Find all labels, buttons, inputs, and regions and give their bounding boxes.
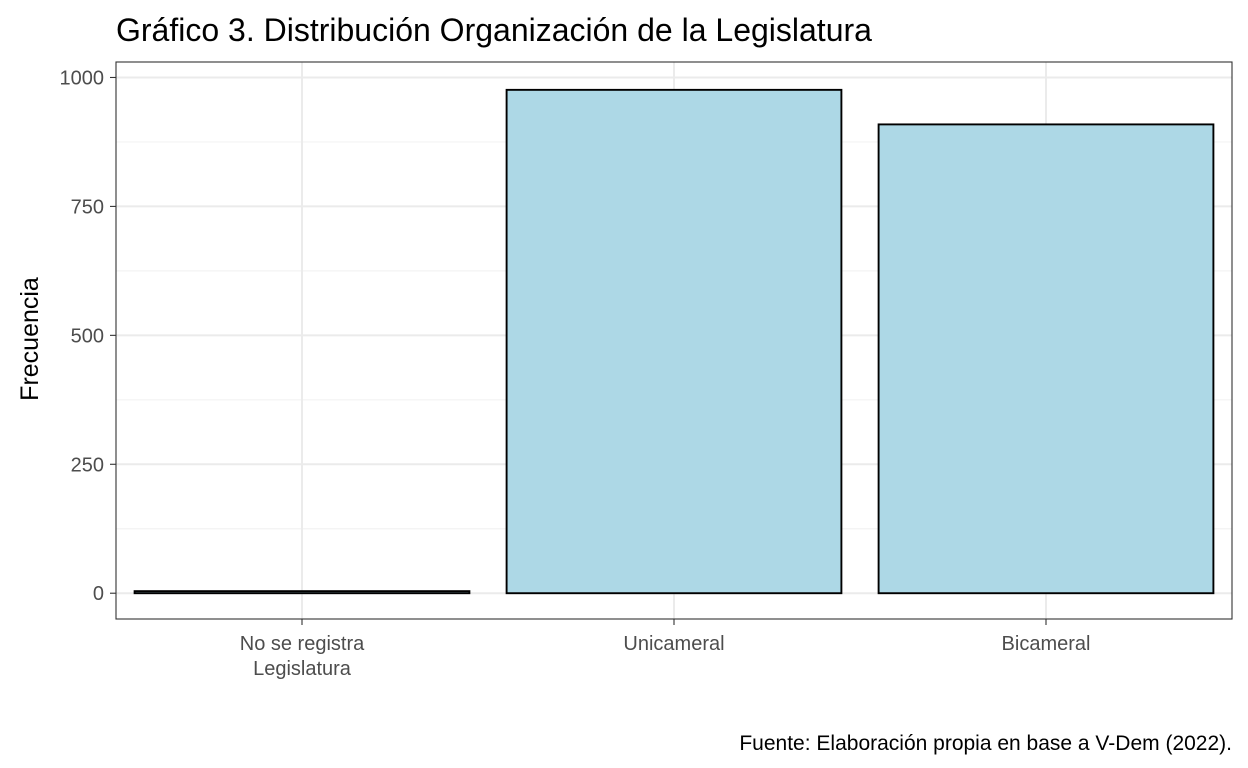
x-axis: No se registra Legislatura Unicameral Bicam… xyxy=(240,619,1091,680)
y-axis-title: Frecuencia xyxy=(16,277,44,401)
x-tick-label: No se registra Legislatura xyxy=(240,633,365,680)
bars xyxy=(133,88,1215,595)
y-tick-label: 0 xyxy=(93,583,104,605)
chart-title: Gráfico 3. Distribución Organización de … xyxy=(116,12,872,48)
bar xyxy=(133,590,471,595)
x-tick-label-line: Bicameral xyxy=(1002,633,1091,655)
x-tick-label: Bicameral xyxy=(1002,633,1091,655)
y-tick-label: 500 xyxy=(71,325,104,347)
y-axis: 0 250 500 750 1000 xyxy=(60,67,116,605)
x-tick-label: Unicameral xyxy=(623,633,724,655)
x-tick-label-line: Legislatura xyxy=(253,658,352,680)
bar xyxy=(505,88,843,595)
chart-caption: Fuente: Elaboración propia en base a V-D… xyxy=(739,732,1232,755)
x-tick-label-line: Unicameral xyxy=(623,633,724,655)
bar xyxy=(877,123,1215,595)
y-tick-label: 750 xyxy=(71,196,104,218)
plot-panel xyxy=(115,61,1233,620)
x-tick-label-line: No se registra xyxy=(240,633,365,655)
y-tick-label: 1000 xyxy=(60,67,105,89)
y-tick-label: 250 xyxy=(71,454,104,476)
